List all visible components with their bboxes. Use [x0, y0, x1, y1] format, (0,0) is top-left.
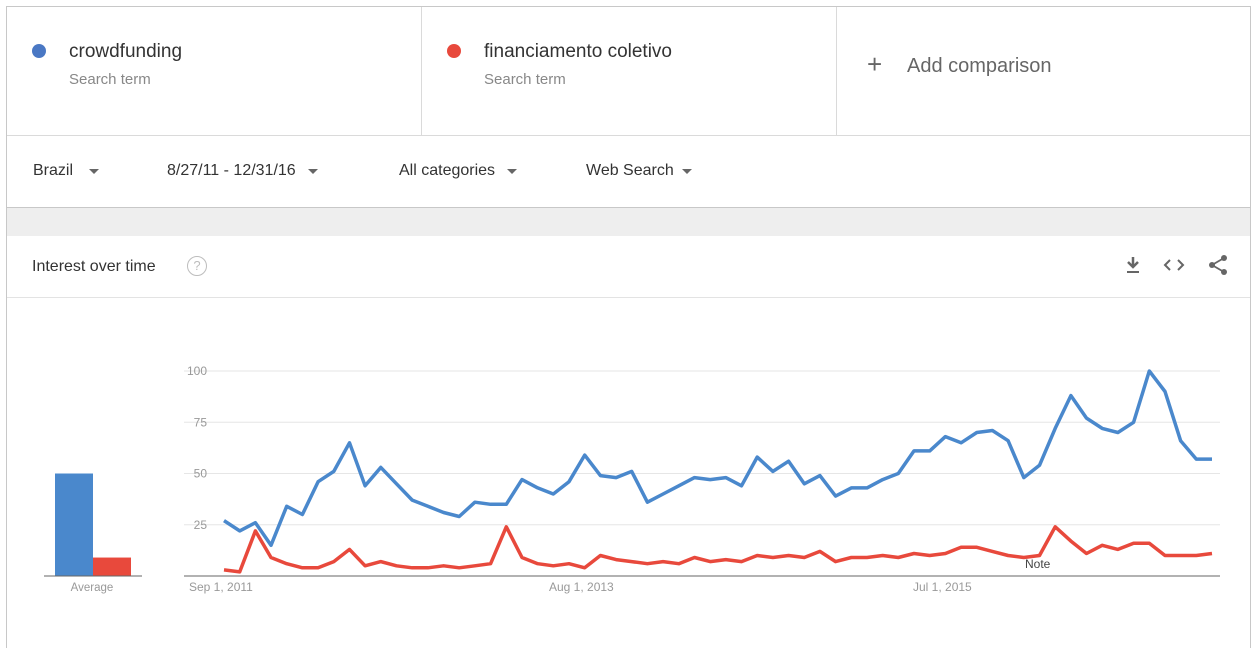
- term-color-dot: [32, 44, 46, 58]
- share-icon[interactable]: [1207, 254, 1229, 276]
- term-type-label: Search term: [484, 71, 566, 88]
- category-dropdown[interactable]: All categories: [399, 162, 518, 180]
- interest-card-header: Interest over time ?: [7, 236, 1250, 298]
- region-label: Brazil: [33, 162, 74, 179]
- download-icon[interactable]: [1122, 254, 1144, 276]
- date-range-label: 8/27/11 - 12/31/16: [167, 162, 296, 179]
- term-color-dot: [447, 44, 461, 58]
- chevron-down-icon: [89, 168, 100, 174]
- section-separator: [7, 208, 1250, 236]
- add-comparison-label: Add comparison: [907, 55, 1052, 77]
- add-comparison-button[interactable]: + Add comparison: [837, 7, 1250, 135]
- plus-icon: +: [867, 49, 883, 79]
- search-type-dropdown[interactable]: Web Search: [586, 162, 692, 180]
- term-card-financiamento-coletivo[interactable]: financiamento coletivo Search term: [422, 7, 837, 135]
- search-terms-row: crowdfunding Search term financiamento c…: [7, 7, 1250, 135]
- card-title: Interest over time: [32, 258, 156, 275]
- search-type-label: Web Search: [586, 162, 674, 179]
- term-name[interactable]: crowdfunding: [69, 41, 183, 62]
- help-icon[interactable]: ?: [187, 256, 207, 276]
- chevron-down-icon: [681, 168, 692, 174]
- date-range-dropdown[interactable]: 8/27/11 - 12/31/16: [167, 162, 318, 180]
- category-label: All categories: [399, 162, 496, 179]
- term-card-crowdfunding[interactable]: crowdfunding Search term: [7, 7, 422, 135]
- embed-icon[interactable]: [1163, 254, 1185, 276]
- filter-bar: Brazil 8/27/11 - 12/31/16 All categories…: [7, 135, 1250, 208]
- chevron-down-icon: [307, 168, 318, 174]
- chevron-down-icon: [507, 168, 518, 174]
- region-dropdown[interactable]: Brazil: [33, 162, 100, 180]
- main-frame: [6, 6, 1251, 648]
- term-name[interactable]: financiamento coletivo: [484, 41, 672, 62]
- term-type-label: Search term: [69, 71, 151, 88]
